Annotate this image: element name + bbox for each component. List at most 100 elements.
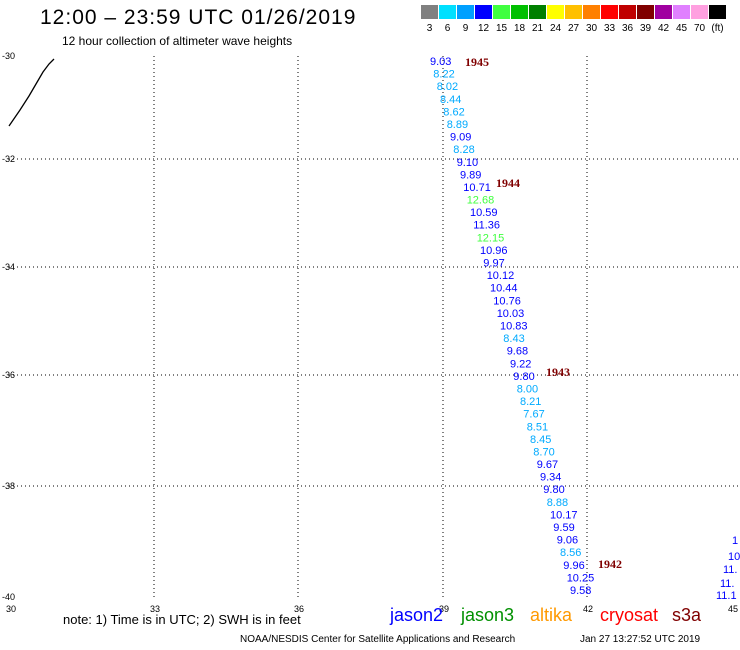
lat-lon-grid [9,56,740,598]
time-label: 1943 [546,365,570,379]
legend-label: 45 [675,23,688,34]
coastline [8,58,55,127]
credit-line: NOAA/NESDIS Center for Satellite Applica… [240,634,516,645]
swh-value: 10.03 [497,308,525,320]
axis-labels: 30 33 36 39 42 45 -30 -32 -34 -36 -38 -40 [2,51,738,614]
lon-label: 36 [294,604,304,614]
legend-label: 15 [495,23,508,34]
swh-value: 9.34 [540,472,561,484]
swh-value: 9.80 [543,484,564,496]
swh-value-edge: 11.1 [716,590,737,602]
swh-value: 10.76 [493,295,521,307]
legend-swatch [601,5,618,19]
swh-value: 8.00 [517,384,538,396]
swh-value-edge: 10 [728,551,740,563]
lat-label: -38 [2,481,15,491]
legend-swatch [421,5,438,19]
page-subtitle: 12 hour collection of altimeter wave hei… [62,34,293,48]
timestamp: Jan 27 13:27:52 UTC 2019 [580,634,701,645]
swh-value: 9.10 [457,157,478,169]
swh-value: 8.56 [560,547,581,559]
lat-label: -40 [2,592,15,602]
swh-value: 12.15 [477,232,505,244]
legend-label: 42 [657,23,670,34]
time-label: 1942 [598,557,622,571]
legend-swatch [583,5,600,19]
legend-swatch [439,5,456,19]
swh-value: 8.89 [447,119,468,131]
swh-value: 11.36 [473,220,500,232]
time-label: 1945 [465,55,489,69]
satellite-label-jason2: jason2 [390,605,444,625]
swh-value: 10.17 [550,509,578,521]
altimeter-track: 9.038.228.028.448.628.899.098.289.109.89… [430,55,622,597]
swh-value: 10.83 [500,321,528,333]
swh-value-edge: 1 [732,535,738,547]
swh-value: 9.68 [507,346,528,358]
swh-value: 9.67 [537,459,558,471]
legend-swatch [529,5,546,19]
swh-value: 8.62 [443,106,464,118]
lon-label: 33 [150,604,160,614]
swh-value: 10.71 [463,182,491,194]
swh-value: 9.59 [553,522,574,534]
satellite-label-altika: altika [530,605,573,625]
swh-value: 9.89 [460,169,481,181]
swh-value: 12.68 [467,195,495,207]
legend-swatch [673,5,690,19]
lon-label: 45 [728,604,738,614]
swh-value: 8.45 [530,434,551,446]
lon-label: 30 [6,604,16,614]
swh-value: 10.25 [567,572,595,584]
lon-label: 39 [439,604,449,614]
swh-value-edge: 11. [723,564,737,576]
swh-value: 8.88 [547,497,568,509]
legend-swatch [619,5,636,19]
time-label: 1944 [496,176,520,190]
legend-label: 70 [693,23,706,34]
legend-label: 9 [462,23,469,34]
legend-swatch [457,5,474,19]
satellite-label-cryosat: cryosat [600,605,659,625]
legend-swatch [547,5,564,19]
swh-value: 9.03 [430,56,451,68]
swh-value: 10.96 [480,245,508,257]
swh-value: 9.96 [563,560,584,572]
legend-label: 36 [621,23,634,34]
swh-value: 9.58 [570,585,591,597]
legend-swatch [511,5,528,19]
swh-value: 8.28 [453,144,474,156]
legend-label: 18 [513,23,526,34]
legend-label: (ft) [711,23,724,34]
legend-label: 33 [603,23,616,34]
legend-label: 39 [639,23,652,34]
swh-value: 8.70 [533,447,554,459]
legend-label: 21 [531,23,544,34]
legend-label: 6 [444,23,451,34]
swh-value: 8.51 [527,421,548,433]
swh-value: 9.80 [513,371,534,383]
legend-swatch [565,5,582,19]
legend-swatch [493,5,510,19]
legend-swatch [709,5,726,19]
satellite-label-s3a: s3a [672,605,702,625]
lat-label: -30 [2,51,15,61]
swh-value: 10.12 [487,270,515,282]
legend-swatch [655,5,672,19]
page-title: 12:00 – 23:59 UTC 01/26/2019 [40,6,357,29]
legend-swatch [637,5,654,19]
lat-label: -36 [2,370,15,380]
satellite-label-jason3: jason3 [461,605,515,625]
swh-value: 9.22 [510,358,531,370]
legend-label: 24 [549,23,562,34]
swh-value: 7.67 [523,409,544,421]
footer-note: note: 1) Time is in UTC; 2) SWH is in fe… [63,612,301,627]
legend-label: 27 [567,23,580,34]
swh-value: 8.21 [520,396,541,408]
legend-label: 3 [426,23,433,34]
lat-label: -32 [2,154,15,164]
swh-value: 9.09 [450,132,471,144]
swh-value: 8.44 [440,94,461,106]
swh-value: 8.43 [503,333,524,345]
